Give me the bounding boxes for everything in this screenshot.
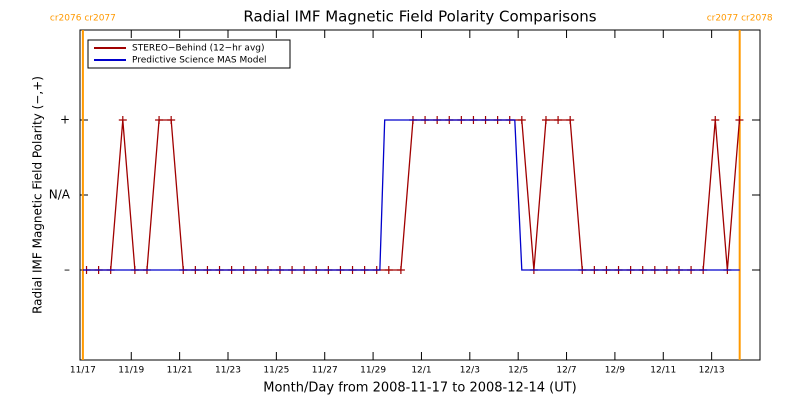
data-point xyxy=(554,116,563,124)
legend-label: Predictive Science MAS Model xyxy=(132,56,267,66)
y-tick-label: N/A xyxy=(49,188,71,202)
x-tick-label: 12/7 xyxy=(556,366,576,376)
data-point xyxy=(396,266,405,274)
x-tick-label: 12/5 xyxy=(508,366,528,376)
x-tick-label: 12/1 xyxy=(411,366,431,376)
x-tick-label: 11/27 xyxy=(312,366,338,376)
x-tick-label: 12/3 xyxy=(460,366,480,376)
x-tick-label: 11/23 xyxy=(215,366,241,376)
series-line xyxy=(82,119,740,271)
y-tick-label: – xyxy=(64,263,70,277)
data-point xyxy=(711,116,720,124)
legend-label: STEREO−Behind (12−hr avg) xyxy=(132,44,265,54)
data-point xyxy=(517,116,526,124)
x-tick-label: 12/9 xyxy=(605,366,625,376)
y-axis-label: Radial IMF Magnetic Field Polarity (−,+) xyxy=(31,76,45,314)
x-tick-label: 11/21 xyxy=(167,366,193,376)
x-tick-label: 11/25 xyxy=(263,366,289,376)
x-tick-label: 11/19 xyxy=(118,366,144,376)
x-tick-label: 11/29 xyxy=(360,366,386,376)
x-tick-label: 12/11 xyxy=(650,366,676,376)
data-point xyxy=(155,116,164,124)
data-point xyxy=(541,116,550,124)
chart-title: Radial IMF Magnetic Field Polarity Compa… xyxy=(243,8,596,26)
x-axis-label: Month/Day from 2008-11-17 to 2008-12-14 … xyxy=(263,381,576,396)
legend-box xyxy=(87,39,291,69)
x-tick-label: 12/13 xyxy=(699,366,725,376)
data-point xyxy=(167,116,176,124)
data-point xyxy=(566,116,575,124)
x-tick-label: 11/17 xyxy=(70,366,96,376)
data-point xyxy=(118,116,127,124)
boundary-label: cr2076 cr2077 xyxy=(50,14,116,24)
data-point xyxy=(384,266,393,274)
data-point xyxy=(735,116,744,124)
y-tick-label: + xyxy=(60,113,70,127)
boundary-label: cr2077 cr2078 xyxy=(707,14,773,24)
